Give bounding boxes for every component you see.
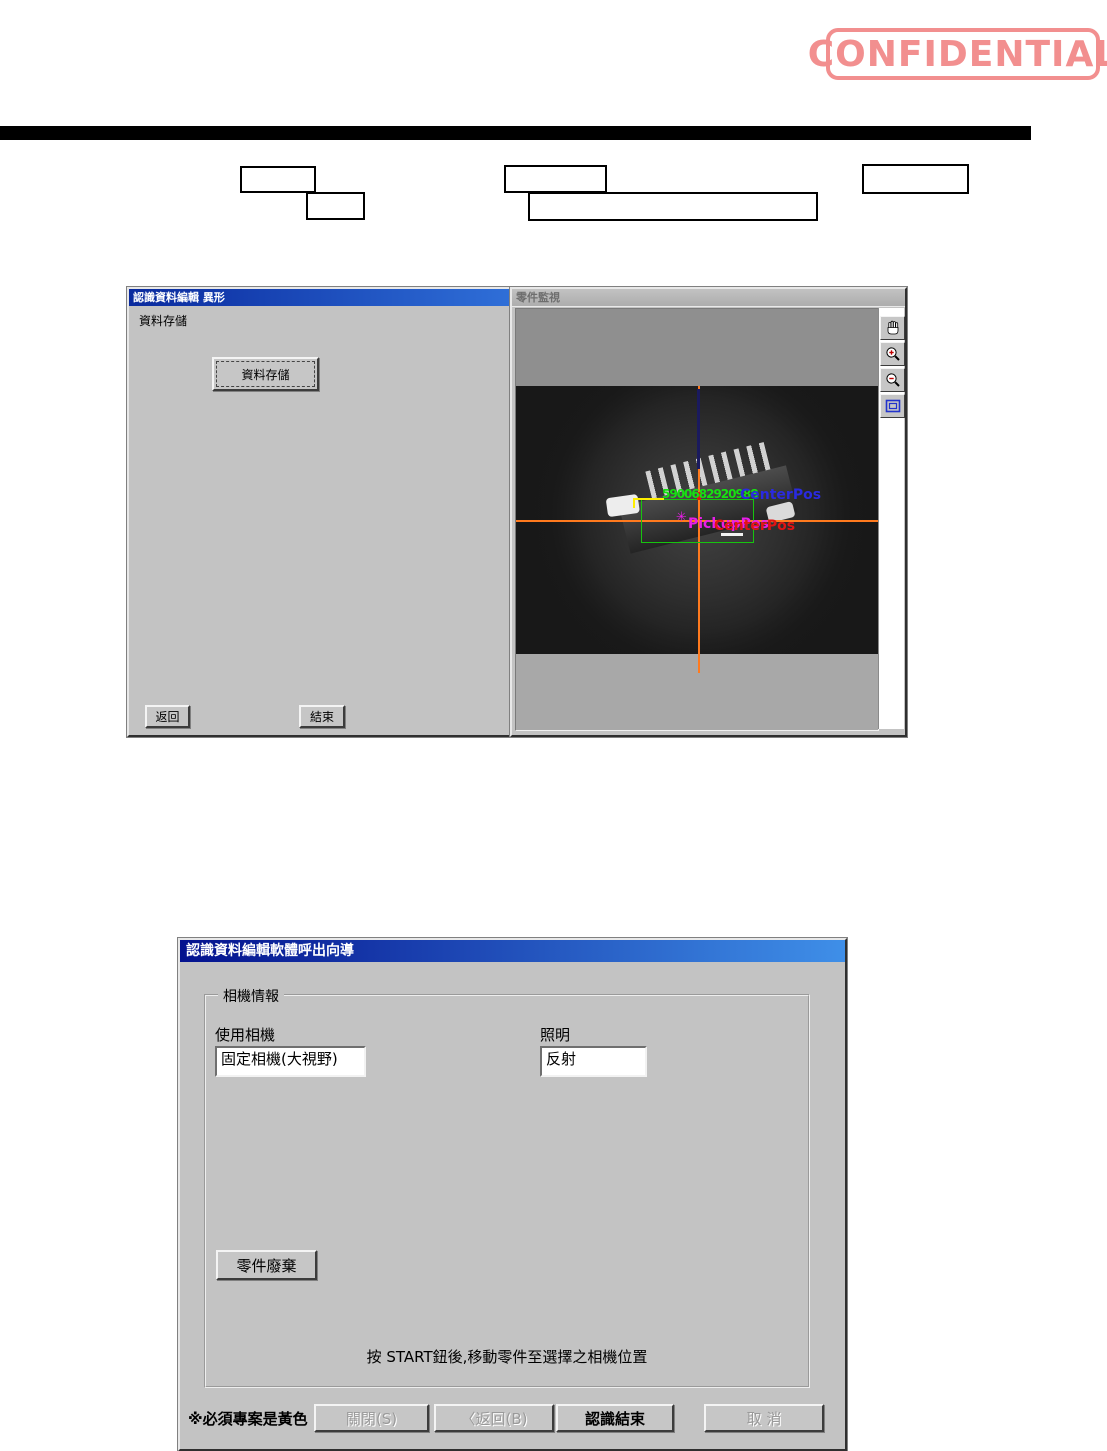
start-instruction: 按 START鈕後,移動零件至選擇之相機位置 (366, 1348, 648, 1366)
redaction-box-3 (504, 165, 607, 193)
monitor-window-title: 零件監視 (516, 291, 560, 304)
redaction-box-2 (306, 192, 365, 220)
pickup-marker-icon: ✳ (676, 510, 687, 525)
end-button[interactable]: 結束 (299, 705, 345, 728)
center-pos-label-blue: CenterPos (740, 487, 822, 503)
fit-view-icon[interactable] (880, 394, 905, 418)
lighting-label: 照明 (540, 1026, 571, 1044)
monitor-window: 零件監視 5900682920988 CenterPos ✳ PickupPos… (510, 287, 907, 737)
lighting-field[interactable]: 反射 (540, 1046, 647, 1077)
store-section-label: 資料存儲 (139, 314, 188, 328)
edit-window-title: 認識資料編輯 異形 (133, 291, 225, 304)
pan-hand-icon[interactable] (880, 316, 905, 340)
redaction-box-1 (240, 166, 316, 193)
measure-value-overlay: 5900682920988 (662, 487, 759, 501)
monitor-window-titlebar: 零件監視 (512, 289, 905, 307)
redacted-heading-bar (0, 126, 1031, 140)
part-discard-button[interactable]: 零件廢棄 (216, 1250, 317, 1280)
view-tool-column (878, 308, 905, 729)
wizard-title: 認識資料編輯軟體呼出向導 (186, 943, 354, 959)
cancel-button[interactable]: 取 消 (704, 1404, 824, 1432)
zoom-out-icon[interactable] (880, 368, 905, 392)
camera-view-top-margin (516, 309, 878, 386)
pickup-pos-label: PickupPos (688, 516, 769, 532)
vertical-guide-navy (697, 389, 700, 469)
camera-info-groupbox: 相機情報 使用相機 固定相機(大視野) 照明 反射 零件廢棄 按 START鈕後… (204, 986, 810, 1388)
camera-used-field[interactable]: 固定相機(大視野) (215, 1046, 366, 1077)
recognition-finish-button[interactable]: 認識結束 (556, 1404, 674, 1432)
camera-view: 5900682920988 CenterPos ✳ PickupPos Cent… (515, 308, 879, 731)
crosshair-vertical-line (698, 386, 700, 673)
wizard-titlebar: 認識資料編輯軟體呼出向導 (180, 940, 845, 962)
close-button[interactable]: 關閉(S) (314, 1404, 429, 1432)
required-note: ※必須專案是黃色 (188, 1410, 308, 1428)
corner-marker-yellow-h (633, 498, 664, 500)
camera-view-bottom-margin (516, 654, 878, 730)
back-button[interactable]: 〈返回(B) (434, 1404, 554, 1432)
camera-used-label: 使用相機 (215, 1026, 276, 1044)
tick-marker-red (697, 492, 701, 500)
redaction-box-4 (528, 192, 818, 221)
direction-arrow-white (721, 533, 743, 536)
edit-window-titlebar: 認識資料編輯 異形 (129, 289, 512, 306)
zoom-in-icon[interactable] (880, 342, 905, 366)
wizard-window: 認識資料編輯軟體呼出向導 相機情報 使用相機 固定相機(大視野) 照明 反射 零… (178, 938, 847, 1451)
data-store-button[interactable]: 資料存儲 (212, 357, 319, 391)
edit-window: 認識資料編輯 異形 資料存儲 資料存儲 返回 結束 (127, 287, 514, 737)
redaction-box-5 (862, 164, 969, 194)
return-button[interactable]: 返回 (145, 705, 190, 728)
corner-marker-yellow-v (633, 498, 635, 508)
crosshair-horizontal-line (516, 520, 878, 522)
camera-info-legend: 相機情報 (218, 986, 284, 1006)
confidential-stamp: CONFIDENTIAL (808, 28, 1107, 80)
center-pos-label-red: CenterPos (714, 518, 796, 534)
